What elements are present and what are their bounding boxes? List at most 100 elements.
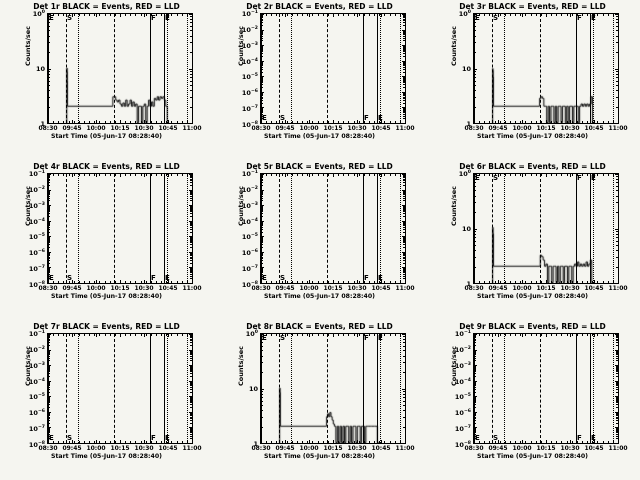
y-tick-mark <box>261 443 264 444</box>
x-tick-label: 11:00 <box>182 285 202 292</box>
x-tick-label: 11:00 <box>608 445 628 452</box>
x-tick-mark <box>618 174 619 177</box>
x-tick-mark <box>192 334 193 337</box>
x-minor-tick-mark <box>405 334 406 336</box>
x-tick-label: 10:15 <box>323 445 343 452</box>
y-tick-mark <box>615 283 618 284</box>
x-axis-ticks: 08:30 09:45 10:00 10:15 10:30 10:45 11:00 <box>38 125 201 135</box>
y-tick-label: 10−7 <box>454 425 471 434</box>
y-tick-label: 10−8 <box>241 281 258 290</box>
y-tick-label: 10−1 <box>241 10 258 19</box>
x-axis-ticks: 08:30 09:45 10:00 10:15 10:30 10:45 11:00 <box>464 285 627 295</box>
panel-det-4: Det 4r BLACK = Events, RED = LLD Counts/s… <box>0 160 213 320</box>
x-tick-label: 10:45 <box>158 445 178 452</box>
panel-title: Det 2r BLACK = Events, RED = LLD <box>246 2 393 11</box>
x-axis-ticks: 08:30 09:45 10:00 10:15 10:30 10:45 11:00 <box>251 125 414 135</box>
x-minor-tick-mark <box>192 121 193 123</box>
y-axis-ticks: 10−1 10−2 10−3 10−4 10−5 10−6 10−7 10−8 <box>213 170 258 288</box>
x-tick-label: 10:30 <box>134 125 154 132</box>
y-tick-label: 10−5 <box>241 73 258 82</box>
x-tick-mark <box>192 14 193 17</box>
x-axis-title: Start Time (05-Jun-17 08:28:40) <box>264 453 375 460</box>
panel-title: Det 9r BLACK = Events, RED = LLD <box>459 322 606 331</box>
y-tick-label: 1 <box>466 120 471 128</box>
x-tick-label: 10:45 <box>584 125 604 132</box>
event-rate-series <box>261 334 405 443</box>
y-axis-ticks: 10−1 10−2 10−3 10−4 10−5 10−6 10−7 10−8 <box>213 10 258 128</box>
x-tick-label: 09:45 <box>488 125 508 132</box>
y-tick-label: 10−7 <box>28 265 45 274</box>
y-tick-label: 10−6 <box>28 409 45 418</box>
x-tick-label: 11:00 <box>608 285 628 292</box>
x-tick-label: 10:00 <box>86 125 106 132</box>
x-tick-label: 10:30 <box>560 445 580 452</box>
x-axis-ticks: 08:30 09:45 10:00 10:15 10:30 10:45 11:00 <box>464 125 627 135</box>
y-tick-mark <box>615 123 618 124</box>
x-tick-mark <box>618 14 619 17</box>
x-tick-mark <box>192 174 193 177</box>
x-tick-label: 10:30 <box>560 125 580 132</box>
y-axis-ticks: 100 10 1 <box>213 330 258 448</box>
y-tick-label: 10−1 <box>454 330 471 339</box>
x-tick-label: 08:30 <box>464 125 484 132</box>
x-tick-label: 09:45 <box>275 125 295 132</box>
y-tick-mark <box>474 123 477 124</box>
y-tick-label: 10−1 <box>28 170 45 179</box>
x-axis-ticks: 08:30 09:45 10:00 10:15 10:30 10:45 11:00 <box>38 445 201 455</box>
y-tick-label: 10−6 <box>454 409 471 418</box>
y-tick-label: 10 <box>461 64 471 73</box>
y-tick-mark <box>189 443 192 444</box>
x-tick-label: 10:15 <box>110 125 130 132</box>
x-axis-title: Start Time (05-Jun-17 08:28:40) <box>477 293 588 300</box>
x-tick-label: 08:30 <box>464 445 484 452</box>
x-tick-label: 10:30 <box>560 285 580 292</box>
panel-det-6: Det 6r BLACK = Events, RED = LLD Counts/s… <box>426 160 639 320</box>
y-tick-label: 10−3 <box>28 361 45 370</box>
x-tick-mark <box>405 440 406 443</box>
x-tick-label: 10:30 <box>134 445 154 452</box>
event-rate-series <box>48 14 192 123</box>
panel-title: Det 8r BLACK = Events, RED = LLD <box>246 322 393 331</box>
y-tick-label: 10−4 <box>241 57 258 66</box>
panel-title: Det 1r BLACK = Events, RED = LLD <box>33 2 180 11</box>
x-axis-title: Start Time (05-Jun-17 08:28:40) <box>477 453 588 460</box>
x-tick-label: 10:00 <box>86 285 106 292</box>
plot-area: ESFE <box>473 333 619 444</box>
x-tick-label: 10:45 <box>371 445 391 452</box>
event-rate-series <box>48 174 192 283</box>
y-tick-label: 10−8 <box>454 441 471 450</box>
x-axis-ticks: 08:30 09:45 10:00 10:15 10:30 10:45 11:00 <box>251 285 414 295</box>
x-tick-label: 11:00 <box>395 445 415 452</box>
y-tick-label: 10−6 <box>241 89 258 98</box>
x-tick-label: 10:15 <box>536 125 556 132</box>
x-tick-label: 11:00 <box>395 125 415 132</box>
y-tick-label: 10−5 <box>28 233 45 242</box>
panel-title: Det 4r BLACK = Events, RED = LLD <box>33 162 180 171</box>
y-axis-ticks: 10−1 10−2 10−3 10−4 10−5 10−6 10−7 10−8 <box>426 330 471 448</box>
x-tick-label: 11:00 <box>182 125 202 132</box>
event-rate-series <box>261 174 405 283</box>
y-tick-label: 10−2 <box>28 185 45 194</box>
y-axis-ticks: 100 10 1 <box>426 10 471 128</box>
y-tick-label: 100 <box>458 10 471 19</box>
x-axis-title: Start Time (05-Jun-17 08:28:40) <box>51 453 162 460</box>
x-tick-label: 09:45 <box>62 125 82 132</box>
x-tick-mark <box>192 440 193 443</box>
y-tick-label: 10−1 <box>241 170 258 179</box>
x-tick-label: 11:00 <box>395 285 415 292</box>
x-axis-ticks: 08:30 09:45 10:00 10:15 10:30 10:45 11:00 <box>38 285 201 295</box>
y-axis-ticks: 100 10 1 <box>426 170 471 287</box>
x-tick-label: 10:30 <box>347 445 367 452</box>
x-tick-mark <box>618 334 619 337</box>
x-tick-mark <box>405 334 406 337</box>
y-tick-label: 10−5 <box>241 233 258 242</box>
y-tick-label: 1 <box>253 440 258 448</box>
panel-det-9: Det 9r BLACK = Events, RED = LLD Counts/s… <box>426 320 639 480</box>
y-tick-label: 10−7 <box>28 425 45 434</box>
y-tick-label: 10−3 <box>28 201 45 210</box>
x-minor-tick-mark <box>405 121 406 123</box>
panel-title: Det 6r BLACK = Events, RED = LLD <box>459 162 606 171</box>
x-tick-label: 08:30 <box>38 125 58 132</box>
y-axis-ticks: 10−1 10−2 10−3 10−4 10−5 10−6 10−7 10−8 <box>0 330 45 448</box>
x-tick-label: 10:00 <box>512 125 532 132</box>
